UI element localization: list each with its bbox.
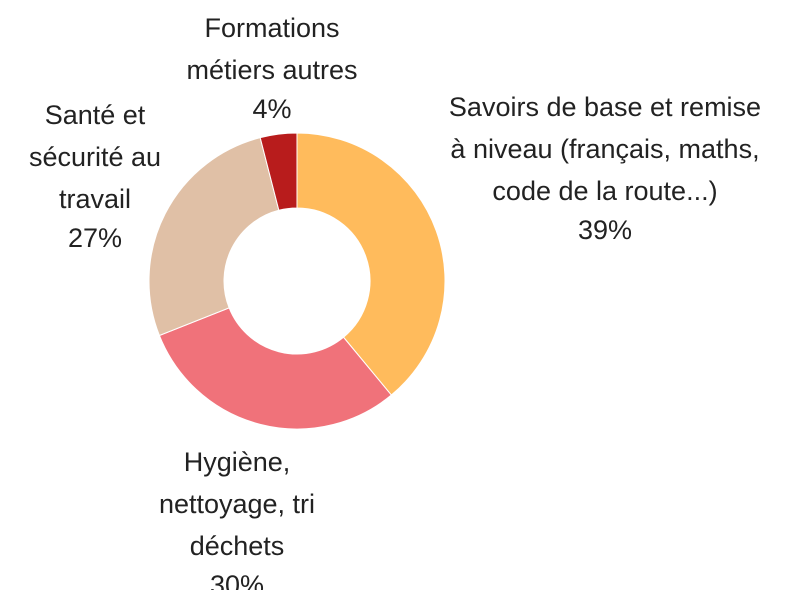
category-label: Savoirs de base et remise à niveau (fran… xyxy=(448,92,762,206)
category-label: Formations métiers autres xyxy=(186,13,358,85)
category-label: Hygiène, nettoyage, tri déchets xyxy=(158,447,316,561)
data-label: Formations métiers autres 4% xyxy=(186,7,357,127)
value-label: 39% xyxy=(577,215,633,245)
donut-segment xyxy=(296,132,446,396)
donut-segment xyxy=(259,132,298,211)
data-label: Santé et sécurité au travail 27% xyxy=(29,94,161,256)
data-label: Savoirs de base et remise à niveau (fran… xyxy=(449,86,761,248)
data-label: Hygiène, nettoyage, tri déchets 30% xyxy=(159,441,315,590)
value-label: 4% xyxy=(252,94,292,124)
value-label: 27% xyxy=(67,223,123,253)
value-label: 30% xyxy=(209,570,265,590)
donut-segment xyxy=(158,307,393,430)
donut-segment xyxy=(148,137,280,337)
category-label: Santé et sécurité au travail xyxy=(28,100,162,214)
